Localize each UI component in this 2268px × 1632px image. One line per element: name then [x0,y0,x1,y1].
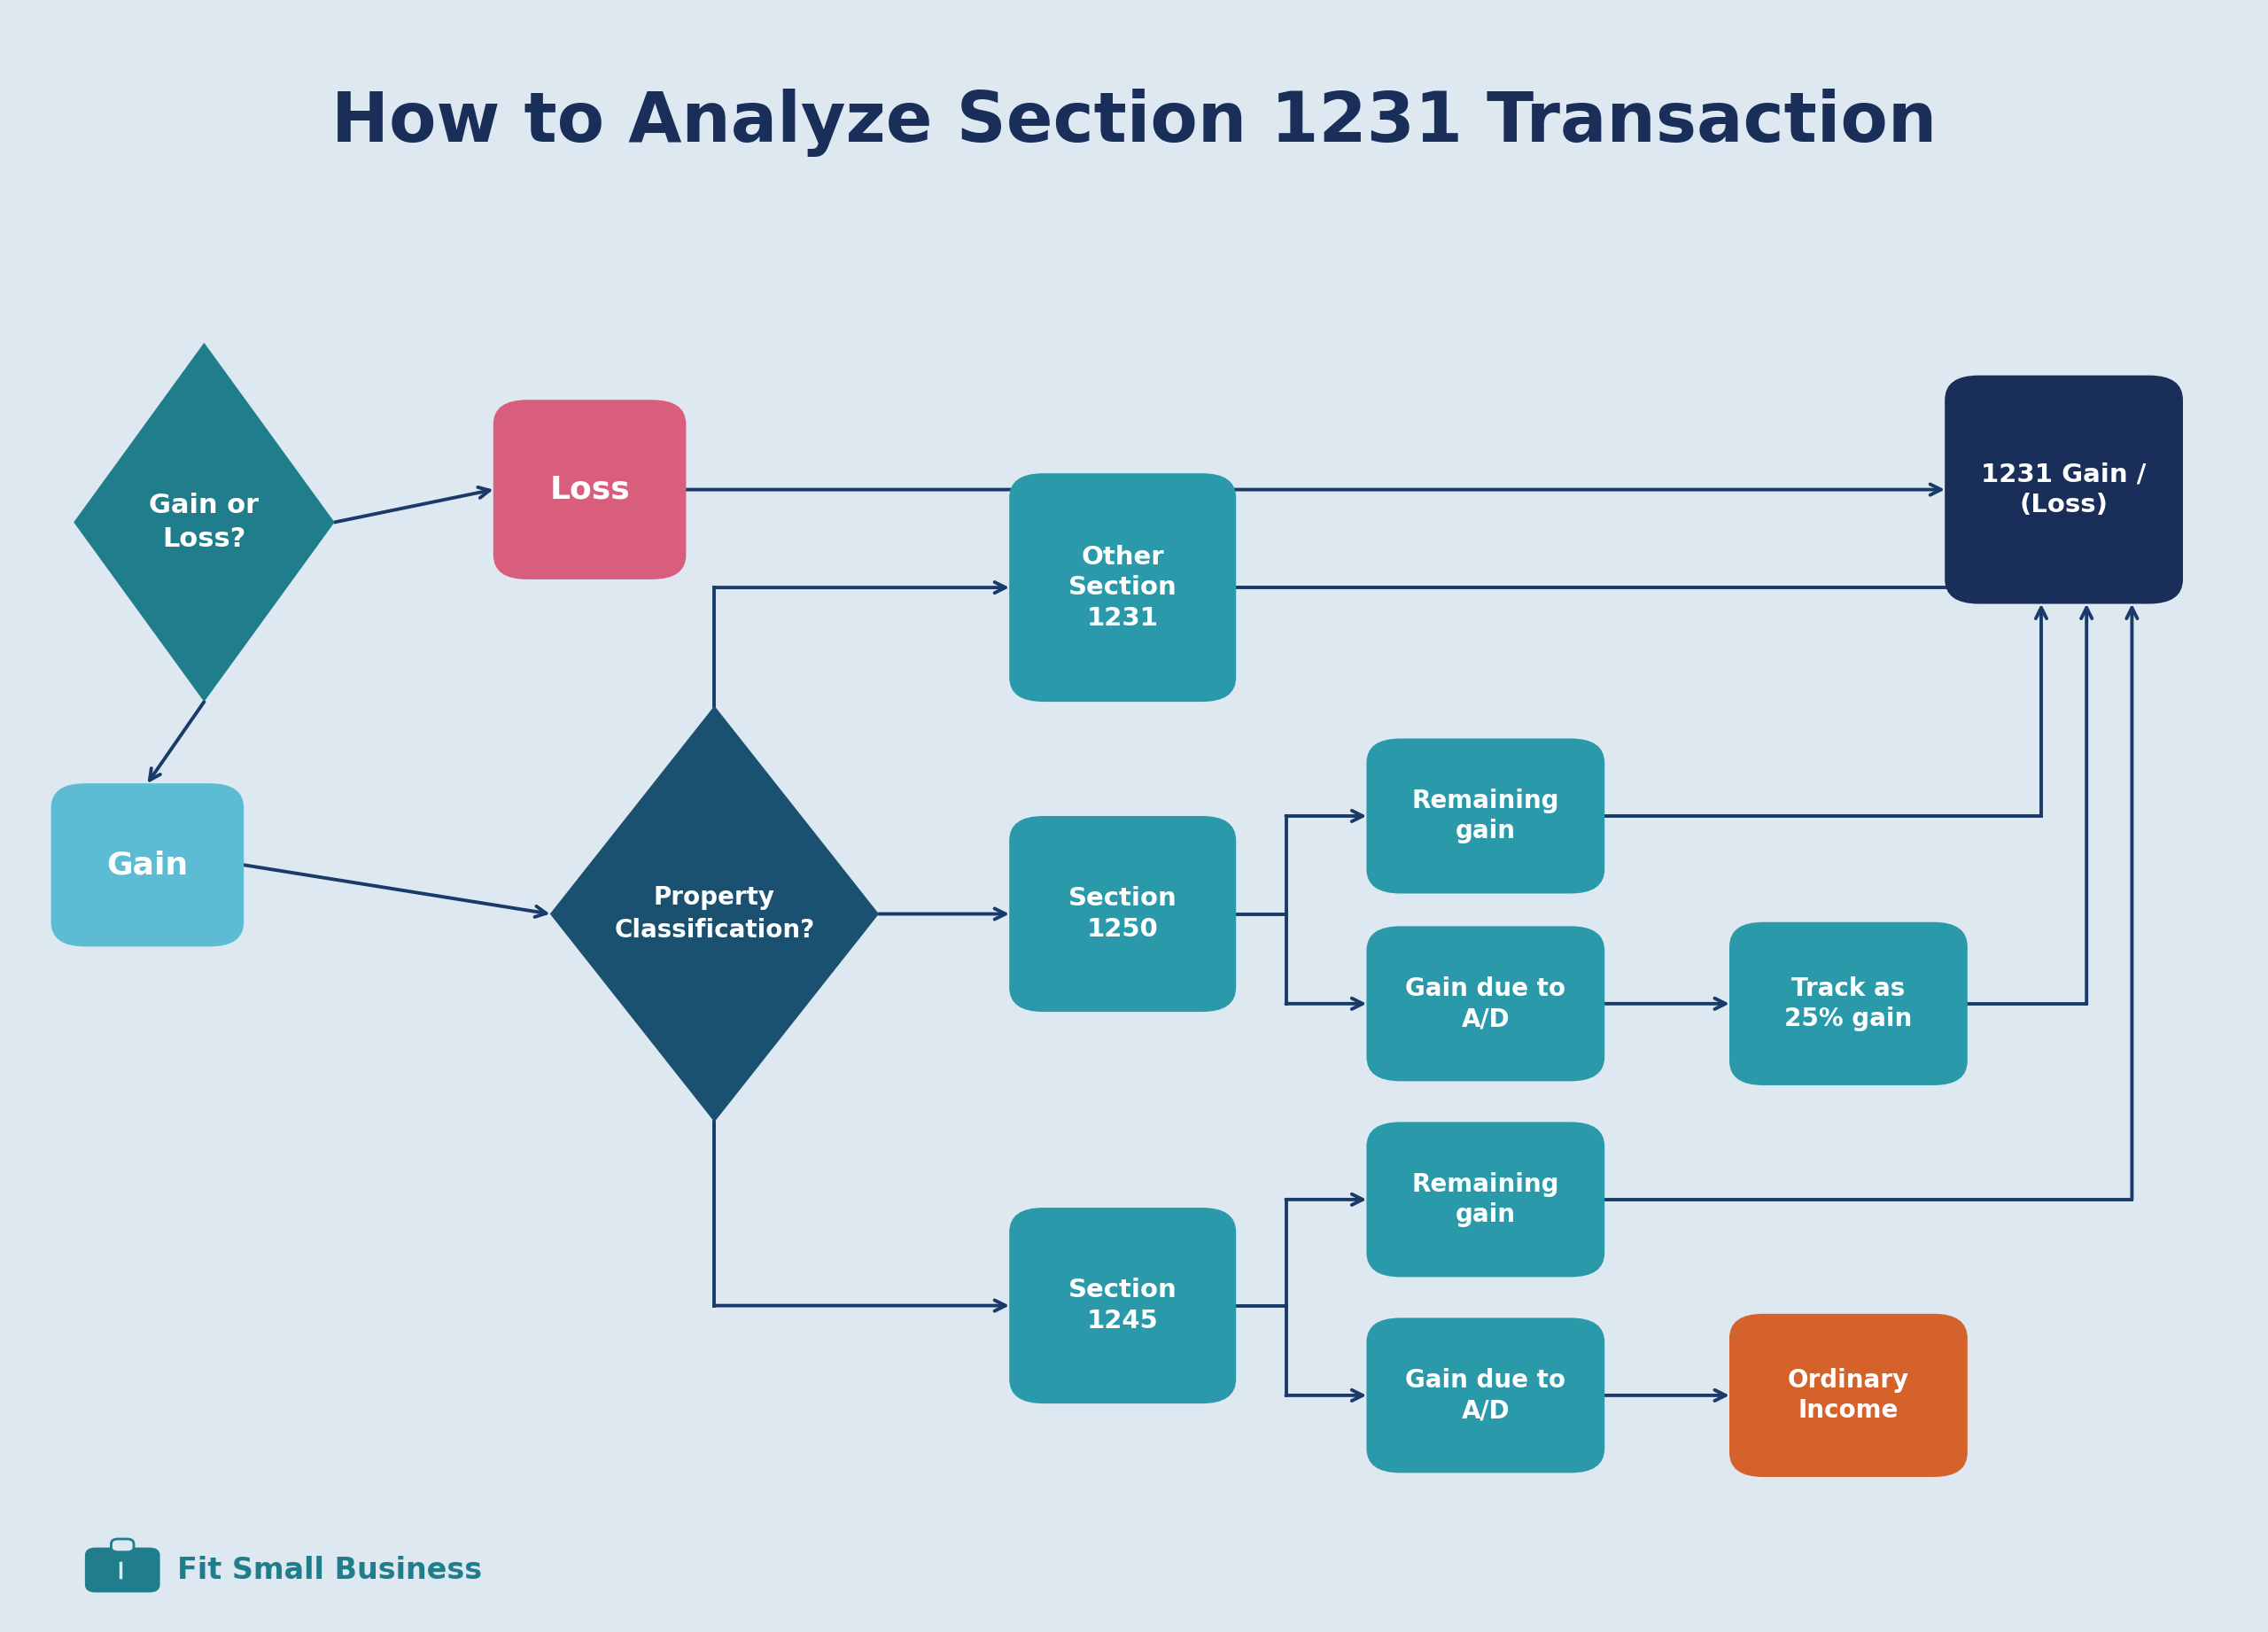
Text: How to Analyze Section 1231 Transaction: How to Analyze Section 1231 Transaction [331,88,1937,157]
Text: Remaining
gain: Remaining gain [1411,1172,1560,1227]
Text: 1231 Gain /
(Loss): 1231 Gain / (Loss) [1982,462,2146,517]
Text: Ordinary
Income: Ordinary Income [1787,1368,1910,1423]
FancyBboxPatch shape [1365,1319,1606,1472]
FancyBboxPatch shape [1365,927,1606,1082]
Text: Track as
25% gain: Track as 25% gain [1785,976,1912,1031]
Text: Gain or
Loss?: Gain or Loss? [150,493,259,552]
FancyBboxPatch shape [1730,922,1966,1085]
Text: Section
1245: Section 1245 [1068,1278,1177,1333]
Text: Gain due to
A/D: Gain due to A/D [1406,1368,1565,1423]
Polygon shape [549,707,880,1123]
FancyBboxPatch shape [111,1539,134,1552]
Text: Gain due to
A/D: Gain due to A/D [1406,976,1565,1031]
Text: Remaining
gain: Remaining gain [1411,788,1560,844]
FancyBboxPatch shape [494,400,685,579]
Text: Gain: Gain [107,850,188,880]
Text: Loss: Loss [549,475,631,504]
FancyBboxPatch shape [1009,473,1236,702]
FancyBboxPatch shape [1365,1123,1606,1276]
FancyBboxPatch shape [1946,375,2182,604]
Polygon shape [73,343,336,702]
FancyBboxPatch shape [1365,738,1606,894]
Text: Section
1250: Section 1250 [1068,886,1177,942]
FancyBboxPatch shape [1730,1314,1966,1477]
Text: Fit Small Business: Fit Small Business [177,1555,481,1585]
FancyBboxPatch shape [1009,1208,1236,1404]
Text: Property
Classification?: Property Classification? [615,885,814,943]
FancyBboxPatch shape [1009,816,1236,1012]
FancyBboxPatch shape [50,783,245,947]
FancyBboxPatch shape [86,1549,159,1591]
Text: Other
Section
1231: Other Section 1231 [1068,545,1177,630]
